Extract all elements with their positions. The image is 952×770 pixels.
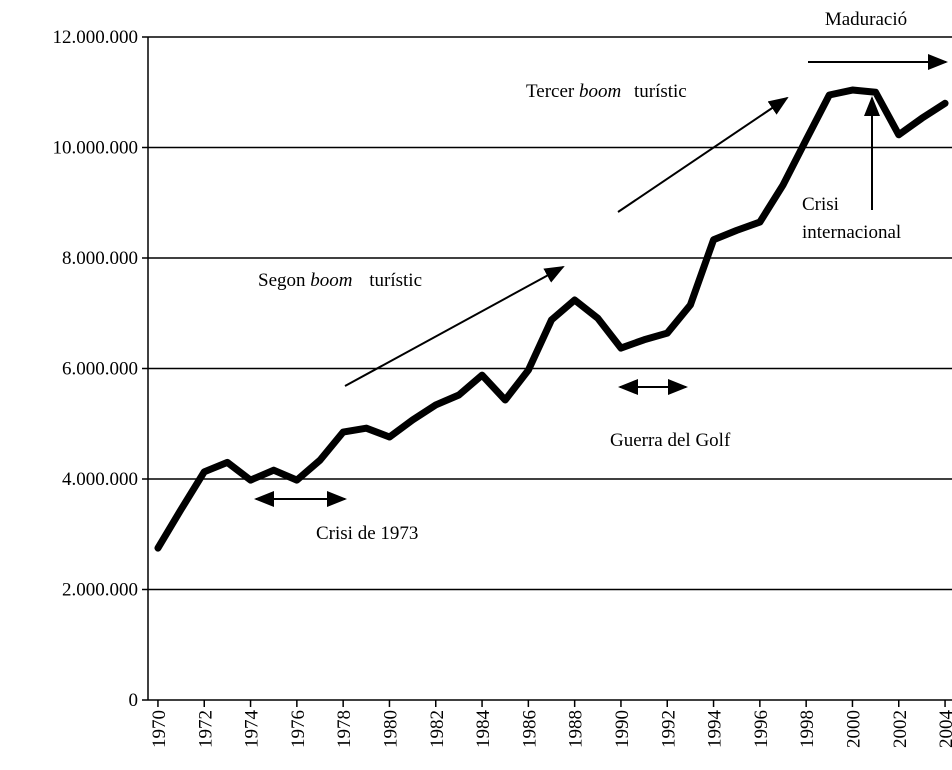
x-tick-label: 2004 — [936, 710, 952, 749]
x-tick-label: 1996 — [751, 710, 772, 748]
x-tick-label: 1974 — [242, 710, 263, 749]
annotation: Maduració — [825, 9, 907, 30]
x-tick-label: 1980 — [380, 710, 401, 748]
x-tick-label: 1972 — [195, 710, 216, 748]
data-line — [154, 86, 949, 552]
annotation: Crisi — [802, 194, 839, 215]
x-tick-label: 1976 — [288, 710, 309, 748]
x-tick-label: 1970 — [149, 710, 170, 748]
y-tick-label: 2.000.000 — [62, 580, 138, 601]
y-tick-label: 10.000.000 — [53, 138, 139, 159]
y-tick-label: 12.000.000 — [53, 27, 139, 48]
annotation: internacional — [802, 222, 901, 243]
x-tick-label: 1994 — [705, 710, 726, 749]
annotation: Tercer boom turístic — [526, 81, 687, 102]
annotation: Crisi de 1973 — [316, 523, 418, 544]
x-tick-label: 1990 — [612, 710, 633, 748]
arrow — [344, 266, 565, 387]
annotation: Guerra del Golf — [610, 430, 731, 451]
y-tick-label: 8.000.000 — [62, 248, 138, 269]
annotation: Segon boom turístic — [258, 270, 422, 291]
x-tick-label: 2000 — [843, 710, 864, 748]
x-tick-label: 1988 — [566, 710, 587, 748]
x-tick-label: 1984 — [473, 710, 494, 749]
x-tick-label: 1998 — [797, 710, 818, 748]
arrow — [617, 96, 789, 213]
x-tick-label: 2002 — [890, 710, 911, 748]
y-tick-label: 6.000.000 — [62, 359, 138, 380]
y-tick-label: 0 — [129, 690, 139, 711]
x-tick-label: 1992 — [658, 710, 679, 748]
x-tick-label: 1982 — [427, 710, 448, 748]
x-tick-label: 1986 — [519, 710, 540, 748]
y-tick-label: 4.000.000 — [62, 469, 138, 490]
x-tick-label: 1978 — [334, 710, 355, 748]
